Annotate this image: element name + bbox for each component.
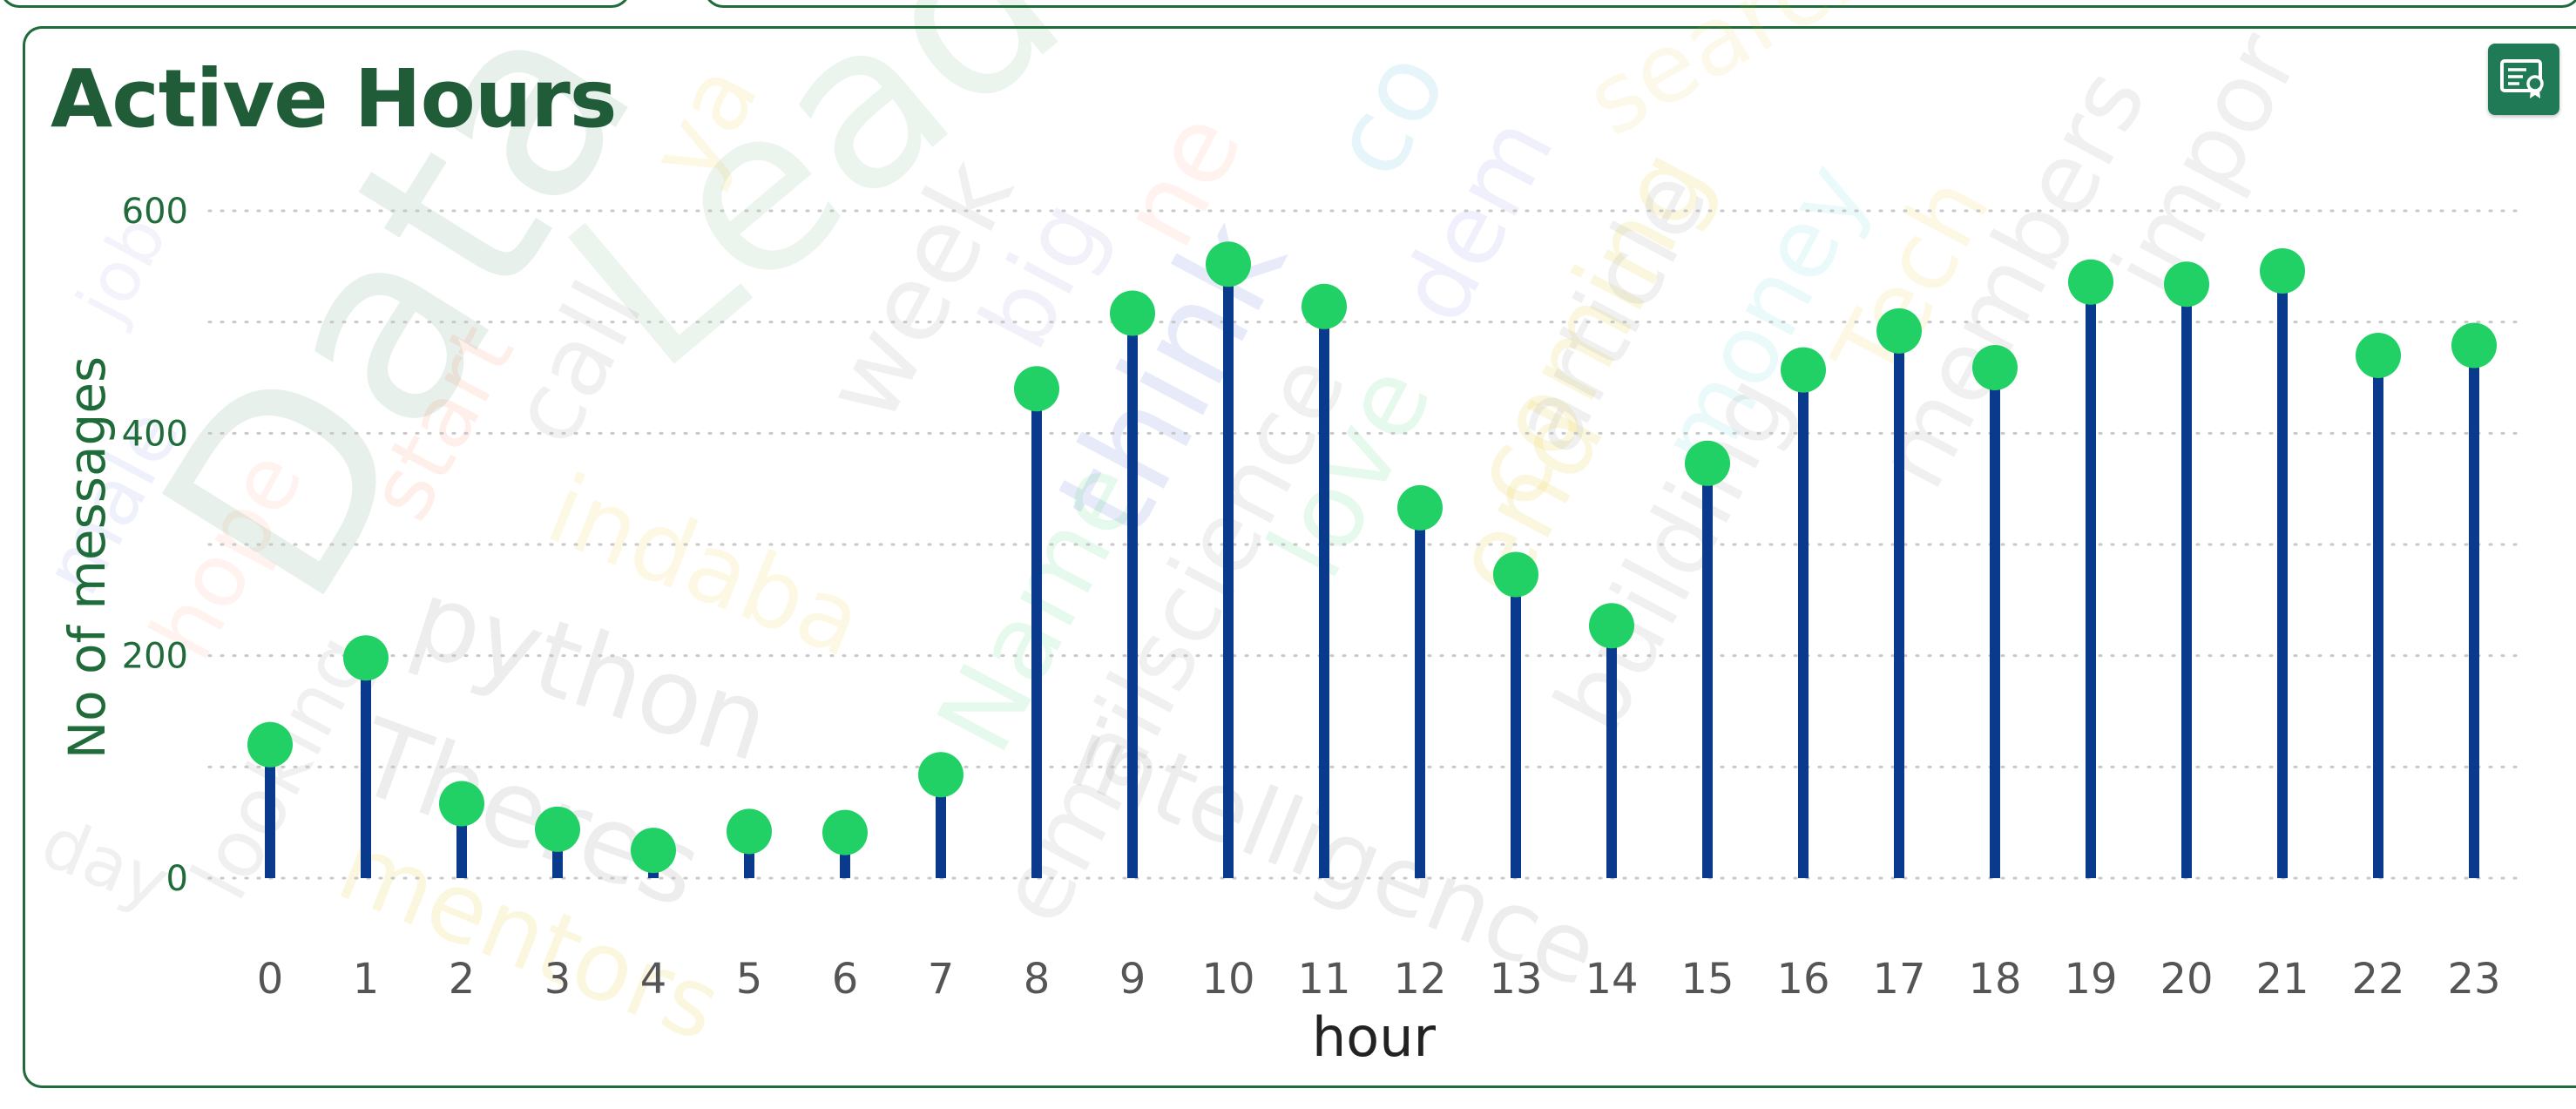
y-tick-label: 200 [122, 637, 188, 677]
x-tick-label: 9 [1119, 955, 1146, 1004]
lollipop-marker [535, 806, 580, 852]
lollipop-marker [439, 781, 484, 827]
lollipop-marker [2164, 261, 2209, 308]
x-tick-label: 20 [2160, 955, 2213, 1004]
lollipop-marker [1589, 603, 1634, 649]
lollipop-marker [2260, 247, 2305, 294]
x-tick-label: 16 [1776, 955, 1829, 1004]
x-tick-label: 21 [2255, 955, 2309, 1004]
x-tick-label: 15 [1680, 955, 1734, 1004]
y-axis-label: No of messages [57, 356, 117, 760]
y-tick-label: 600 [122, 192, 188, 232]
x-tick-label: 2 [449, 955, 476, 1004]
lollipop-marker [1014, 366, 1059, 412]
x-tick-label: 19 [2064, 955, 2117, 1004]
x-tick-label: 7 [928, 955, 955, 1004]
x-tick-label: 22 [2351, 955, 2404, 1004]
lollipop-marker [2356, 332, 2401, 378]
lollipop-marker [1972, 345, 2018, 391]
lollipop-marker [1397, 484, 1443, 531]
lollipop-marker [1302, 283, 1347, 329]
x-tick-label: 10 [1201, 955, 1254, 1004]
x-tick-label: 8 [1024, 955, 1051, 1004]
x-tick-label: 13 [1489, 955, 1542, 1004]
x-tick-label: 23 [2447, 955, 2500, 1004]
lollipop-marker [1493, 551, 1538, 598]
x-tick-label: 17 [1872, 955, 1925, 1004]
lollipop-marker [1781, 347, 1826, 393]
x-tick-label: 4 [640, 955, 667, 1004]
lollipop-marker [1876, 308, 1922, 354]
lollipop-marker [1685, 440, 1730, 486]
x-tick-label: 18 [1968, 955, 2021, 1004]
lollipop-marker [1206, 241, 1251, 287]
x-tick-label: 0 [257, 955, 284, 1004]
x-tick-label: 5 [736, 955, 763, 1004]
active-hours-card [23, 26, 2576, 1088]
x-tick-label: 1 [353, 955, 380, 1004]
x-tick-label: 14 [1585, 955, 1638, 1004]
lollipop-marker [727, 808, 772, 855]
x-tick-label: 12 [1393, 955, 1446, 1004]
x-tick-label: 11 [1297, 955, 1350, 1004]
x-axis-label: hour [1312, 1005, 1437, 1069]
x-tick-label: 3 [544, 955, 571, 1004]
lollipop-marker [247, 721, 293, 768]
lollipop-marker [822, 809, 868, 855]
y-tick-label: 400 [122, 414, 188, 454]
lollipop-marker [2068, 259, 2113, 305]
lollipop-marker [343, 635, 389, 681]
lollipop-marker [631, 828, 676, 874]
y-tick-label: 0 [166, 859, 188, 899]
card-title: Active Hours [51, 52, 617, 145]
lollipop-marker [2451, 322, 2497, 369]
lollipop-marker [1110, 290, 1155, 336]
x-tick-label: 6 [832, 955, 859, 1004]
lollipop-marker [918, 752, 963, 798]
certificate-icon[interactable] [2488, 44, 2559, 115]
